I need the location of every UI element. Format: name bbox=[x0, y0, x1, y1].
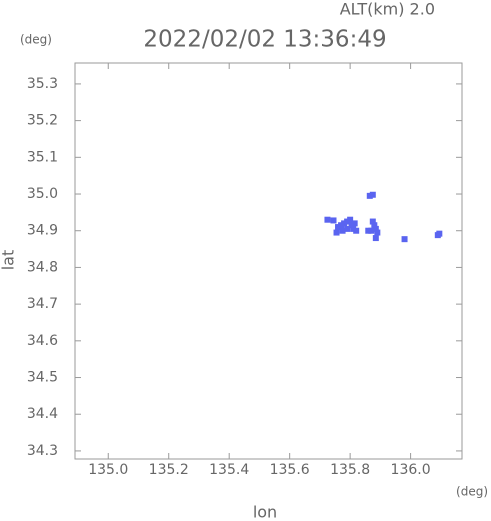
y-tick-label: 35.1 bbox=[27, 149, 58, 165]
echo-point bbox=[347, 216, 354, 223]
echo-point bbox=[344, 218, 351, 225]
plot-frame bbox=[74, 62, 463, 460]
echo-point bbox=[369, 191, 376, 198]
y-tick-label: 35.3 bbox=[27, 76, 58, 92]
echo-point bbox=[344, 225, 351, 232]
echo-point bbox=[374, 229, 381, 236]
echo-point bbox=[333, 229, 340, 236]
echo-point bbox=[351, 220, 358, 227]
echo-point bbox=[335, 224, 342, 231]
echo-point bbox=[324, 216, 331, 223]
x-tick-label: 135.8 bbox=[330, 462, 370, 478]
echo-point bbox=[353, 227, 360, 234]
echo-point bbox=[330, 217, 337, 224]
echo-point bbox=[338, 222, 345, 229]
y-tick-label: 35.0 bbox=[27, 186, 58, 202]
y-tick-label: 35.2 bbox=[27, 113, 58, 129]
echo-point bbox=[436, 230, 443, 237]
echo-point bbox=[369, 218, 376, 225]
echo-point bbox=[371, 222, 378, 229]
y-tick-label: 34.6 bbox=[27, 333, 58, 349]
x-tick-label: 135.6 bbox=[270, 462, 310, 478]
y-tick-label: 34.5 bbox=[27, 370, 58, 386]
y-tick-label: 34.7 bbox=[27, 296, 58, 312]
echo-point bbox=[372, 225, 379, 232]
y-tick-label: 34.8 bbox=[27, 259, 58, 275]
x-tick-label: 135.2 bbox=[149, 462, 189, 478]
echo-point bbox=[341, 220, 348, 227]
y-tick-label: 34.4 bbox=[27, 406, 58, 422]
chart-title: 2022/02/02 13:36:49 bbox=[143, 27, 386, 53]
x-tick-label: 135.0 bbox=[88, 462, 128, 478]
y-axis-label: lat bbox=[0, 250, 18, 271]
altitude-label: ALT(km) 2.0 bbox=[340, 0, 435, 19]
echo-point bbox=[339, 227, 346, 234]
echo-point bbox=[350, 225, 357, 232]
x-tick-label: 136.0 bbox=[391, 462, 431, 478]
x-axis-label: lon bbox=[253, 503, 277, 521]
echo-point bbox=[368, 227, 375, 234]
y-unit: (deg) bbox=[20, 33, 52, 47]
echo-point bbox=[365, 227, 372, 234]
echo-point bbox=[366, 192, 373, 199]
y-tick-label: 34.3 bbox=[27, 443, 58, 459]
echo-point bbox=[401, 236, 408, 243]
y-tick-label: 34.9 bbox=[27, 223, 58, 239]
echo-point bbox=[348, 222, 355, 229]
echo-point bbox=[372, 235, 379, 242]
x-tick-label: 135.4 bbox=[209, 462, 249, 478]
x-unit: (deg) bbox=[456, 485, 488, 499]
